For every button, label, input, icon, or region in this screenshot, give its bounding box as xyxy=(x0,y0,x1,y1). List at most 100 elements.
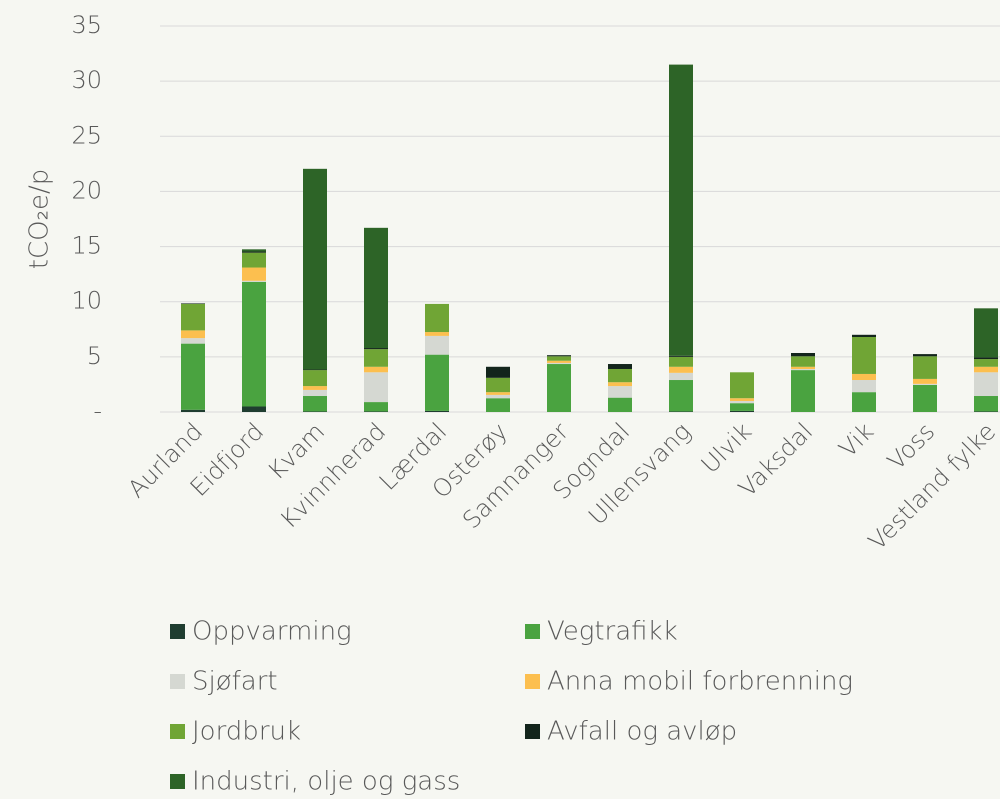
bar-segment xyxy=(791,356,815,367)
bar-segment xyxy=(364,402,388,412)
bar-segment xyxy=(913,354,937,357)
bar-segment xyxy=(486,398,510,412)
bar-segment xyxy=(242,281,266,407)
y-tick-label: 15 xyxy=(71,232,102,260)
bar-segment xyxy=(181,338,205,344)
bar-segment xyxy=(974,411,998,412)
bar-segment xyxy=(608,386,632,398)
bar-segment xyxy=(913,356,937,379)
bar-segment xyxy=(852,337,876,374)
bar-segment xyxy=(669,64,693,356)
bar-segment xyxy=(303,369,327,371)
legend-label: Vegtrafikk xyxy=(547,617,678,647)
y-tick-label: - xyxy=(93,397,102,425)
y-tick-label: 35 xyxy=(71,11,102,39)
bar-segment xyxy=(303,370,327,387)
bar-segment xyxy=(852,373,876,381)
bar-segment xyxy=(791,368,815,371)
bar-segment xyxy=(669,411,693,412)
bar-segment xyxy=(486,392,510,395)
bar-segment xyxy=(974,308,998,358)
bar-segment xyxy=(425,335,449,355)
bar-segment xyxy=(364,349,388,367)
bar-segment xyxy=(486,377,510,393)
bar-segment xyxy=(669,372,693,381)
bar-segment xyxy=(730,398,754,401)
bar-segment xyxy=(364,348,388,350)
bar-segment xyxy=(364,227,388,349)
bar-segment xyxy=(547,364,571,412)
legend-swatch xyxy=(170,774,185,789)
bar-segment xyxy=(974,359,998,367)
bar-segment xyxy=(913,384,937,412)
bar-segment xyxy=(669,355,693,357)
bar-segment xyxy=(425,410,449,412)
bar-segment xyxy=(913,378,937,384)
bar-segment xyxy=(791,352,815,357)
bar-segment xyxy=(791,366,815,369)
bar-segment xyxy=(547,362,571,365)
y-tick-label: 20 xyxy=(71,176,102,204)
legend-swatch xyxy=(525,624,540,639)
bar-segment xyxy=(181,330,205,339)
legend-swatch xyxy=(525,724,540,739)
bar-segment xyxy=(181,343,205,410)
bar-segment xyxy=(242,267,266,281)
y-axis-label: tCO₂e/p xyxy=(25,169,55,270)
bar-segment xyxy=(913,383,937,385)
bar-segment xyxy=(547,360,571,363)
bar-segment xyxy=(242,249,266,252)
bar-segment xyxy=(608,368,632,383)
bar-segment xyxy=(486,394,510,399)
bar-segment xyxy=(303,396,327,412)
legend-label: Anna mobil forbrenning xyxy=(547,667,853,697)
legend-swatch xyxy=(170,724,185,739)
legend-label: Industri, olje og gass xyxy=(192,767,460,797)
bar-segment xyxy=(364,366,388,373)
legend-label: Sjøfart xyxy=(192,667,278,697)
bar-segment xyxy=(791,370,815,412)
bar-segment xyxy=(303,386,327,390)
bar-segment xyxy=(852,392,876,412)
bar-segment xyxy=(425,332,449,336)
bar-segment xyxy=(547,356,571,361)
bar-segment xyxy=(303,411,327,412)
bar-segment xyxy=(364,411,388,412)
bar-segment xyxy=(730,372,754,399)
bar-segment xyxy=(364,372,388,403)
legend-swatch xyxy=(170,624,185,639)
bar-segment xyxy=(181,409,205,412)
legend-label: Oppvarming xyxy=(192,617,352,647)
bar-segment xyxy=(974,366,998,373)
bar-segment xyxy=(181,303,205,304)
bar-segment xyxy=(608,364,632,369)
legend-label: Avfall og avløp xyxy=(547,717,737,747)
bar-segment xyxy=(974,396,998,412)
y-tick-label: 5 xyxy=(87,342,102,370)
bar-segment xyxy=(303,168,327,370)
bar-segment xyxy=(242,252,266,268)
bar-segment xyxy=(242,251,266,253)
legend-swatch xyxy=(525,674,540,689)
bar-segment xyxy=(547,355,571,357)
y-tick-label: 25 xyxy=(71,121,102,149)
bar-segment xyxy=(303,389,327,397)
bar-segment xyxy=(669,366,693,373)
bar-segment xyxy=(669,356,693,367)
bar-segment xyxy=(181,303,205,331)
bar-segment xyxy=(974,357,998,360)
bar-segment xyxy=(669,380,693,412)
bar-segment xyxy=(425,303,449,333)
bar-segment xyxy=(242,406,266,412)
bar-segment xyxy=(608,382,632,387)
y-tick-label: 10 xyxy=(71,287,102,315)
bar-segment xyxy=(486,366,510,378)
bar-segment xyxy=(730,410,754,412)
bar-segment xyxy=(608,397,632,412)
bar-segment xyxy=(242,280,266,282)
bar-segment xyxy=(730,400,754,404)
legend-label: Jordbruk xyxy=(192,717,301,747)
y-tick-label: 30 xyxy=(71,66,102,94)
bar-segment xyxy=(852,380,876,393)
